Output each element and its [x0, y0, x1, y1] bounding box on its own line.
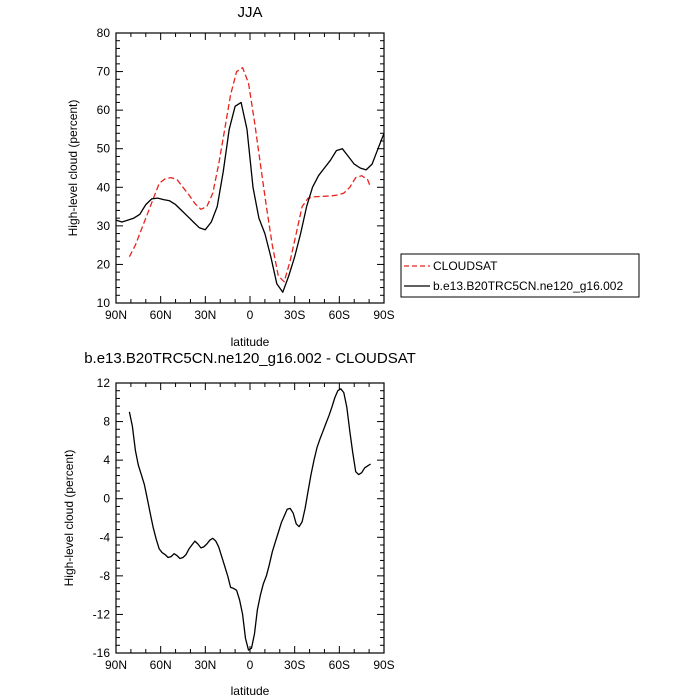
x-tick-label: 90N [105, 658, 127, 672]
bottom-chart-xlabel: latitude [231, 684, 270, 698]
x-tick-label: 0 [247, 658, 254, 672]
top-chart-ylabel: High-level cloud (percent) [66, 100, 80, 237]
y-tick-label: 10 [97, 296, 111, 310]
x-tick-label: 60S [329, 308, 350, 322]
legend-model-label: b.e13.B20TRC5CN.ne120_g16.002 [433, 279, 623, 293]
top-chart-xlabel: latitude [231, 335, 270, 349]
legend: CLOUDSAT b.e13.B20TRC5CN.ne120_g16.002 [401, 254, 639, 297]
x-tick-label: 30N [194, 308, 216, 322]
x-tick-label: 30S [284, 658, 305, 672]
series-line-0 [129, 68, 370, 282]
y-tick-label: 8 [103, 415, 110, 429]
y-tick-label: 4 [103, 453, 110, 467]
y-tick-label: 0 [103, 492, 110, 506]
y-tick-label: 80 [97, 26, 111, 40]
y-tick-label: 12 [97, 376, 111, 390]
top-chart-frame [116, 33, 384, 303]
x-tick-label: 60N [150, 658, 172, 672]
bottom-chart-ylabel: High-level cloud (percent) [62, 450, 76, 587]
y-tick-label: 70 [97, 65, 111, 79]
x-tick-label: 90S [373, 308, 394, 322]
y-tick-label: 20 [97, 257, 111, 271]
y-tick-label: -16 [93, 646, 111, 660]
top-chart-title: JJA [237, 4, 262, 21]
y-tick-label: 60 [97, 103, 111, 117]
x-tick-label: 0 [247, 308, 254, 322]
y-tick-label: -4 [99, 530, 110, 544]
bottom-chart-frame [116, 383, 384, 653]
x-tick-label: 30S [284, 308, 305, 322]
x-tick-label: 60S [329, 658, 350, 672]
top-chart-series [116, 68, 384, 293]
y-tick-label: 50 [97, 142, 111, 156]
bottom-chart: b.e13.B20TRC5CN.ne120_g16.002 - CLOUDSAT… [62, 350, 416, 698]
bottom-chart-series [129, 389, 370, 650]
top-chart: JJA 90N 60N 30N 0 30S 60S 90S1020304050607080 … [66, 4, 395, 349]
y-tick-label: -8 [99, 569, 110, 583]
bottom-chart-title: b.e13.B20TRC5CN.ne120_g16.002 - CLOUDSAT [84, 350, 416, 367]
x-tick-label: 30N [194, 658, 216, 672]
x-tick-label: 90S [373, 658, 394, 672]
legend-cloudsat-label: CLOUDSAT [433, 259, 498, 273]
x-tick-label: 90N [105, 308, 127, 322]
series-line-1 [116, 102, 384, 292]
series-line-0 [129, 389, 370, 650]
y-tick-label: 40 [97, 180, 111, 194]
y-tick-label: -12 [93, 607, 111, 621]
top-chart-ticks: 90N 60N 30N 0 30S 60S 90S 10 20 30 40 50 60 70 80 [97, 26, 395, 322]
x-tick-label: 60N [150, 308, 172, 322]
y-tick-label: 30 [97, 219, 111, 233]
